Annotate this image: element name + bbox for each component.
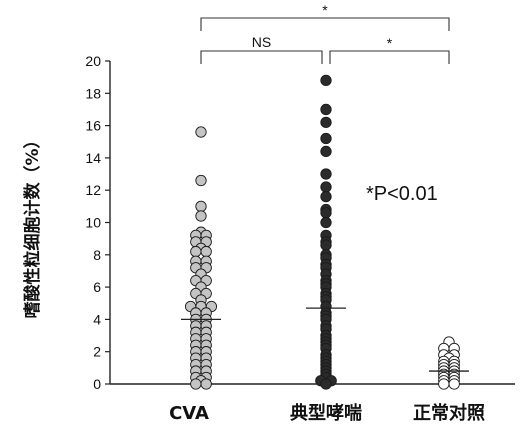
x-axis: CVA 典型哮喘 正常对照 xyxy=(110,383,515,424)
data-point xyxy=(320,103,332,116)
y-tick-label: 16 xyxy=(85,118,101,134)
data-point xyxy=(200,378,212,390)
data-point xyxy=(320,207,332,219)
data-point xyxy=(320,145,332,158)
data-point xyxy=(195,126,207,138)
y-tick-label: 4 xyxy=(93,311,101,327)
significance-label: NS xyxy=(252,34,271,50)
significance-bracket xyxy=(200,50,323,64)
data-point xyxy=(320,132,332,145)
data-point xyxy=(320,239,332,251)
y-tick-label: 0 xyxy=(93,376,101,392)
significance-bracket xyxy=(329,50,450,64)
x-category-label: 典型哮喘 xyxy=(290,402,362,424)
data-point xyxy=(320,216,332,229)
data-point xyxy=(195,200,207,213)
significance-brackets: NS * * xyxy=(200,2,450,64)
data-point xyxy=(320,191,332,203)
y-tick-label: 12 xyxy=(85,182,101,198)
y-tick-label: 10 xyxy=(85,215,101,231)
data-points xyxy=(184,74,460,390)
y-tick-label: 8 xyxy=(93,247,101,263)
data-point xyxy=(448,378,460,390)
data-point xyxy=(190,245,202,258)
p-value-annotation: *P<0.01 xyxy=(366,183,438,205)
y-tick-label: 2 xyxy=(93,344,101,360)
x-category-label: 正常对照 xyxy=(413,402,485,424)
data-point xyxy=(320,378,332,390)
y-tick-label: 20 xyxy=(85,53,101,69)
y-axis: 0 2 4 6 8 10 12 14 16 18 20 xyxy=(85,53,111,392)
data-point xyxy=(190,378,202,390)
data-point xyxy=(195,210,207,222)
data-point xyxy=(320,168,332,180)
significance-label: * xyxy=(322,2,328,18)
data-point xyxy=(320,74,332,87)
data-point xyxy=(320,181,332,193)
y-tick-label: 18 xyxy=(85,85,101,101)
data-point xyxy=(195,174,207,187)
y-tick-label: 6 xyxy=(93,279,101,295)
x-category-label: CVA xyxy=(169,403,209,424)
significance-label: * xyxy=(387,35,393,51)
data-point xyxy=(200,245,212,258)
data-point xyxy=(320,116,332,129)
data-point xyxy=(438,378,450,390)
significance-bracket xyxy=(200,17,450,31)
y-tick-label: 14 xyxy=(85,150,101,166)
y-axis-label: 嗜酸性粒细胞计数（%） xyxy=(22,131,43,318)
median-lines xyxy=(181,307,469,372)
